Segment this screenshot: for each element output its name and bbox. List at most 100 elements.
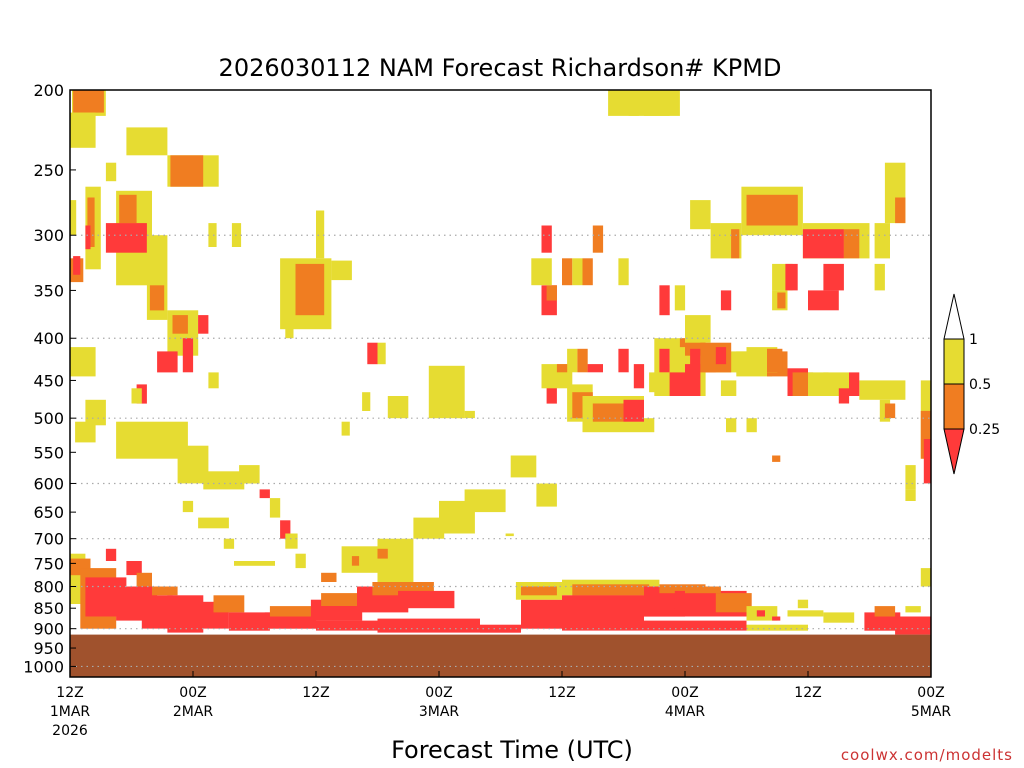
ri-cell-high: [269, 498, 281, 518]
ri-cell-low: [280, 520, 291, 539]
y-tick-label: 600: [33, 474, 64, 493]
ri-cell-mid: [874, 606, 896, 617]
gridlines: [70, 234, 931, 668]
ri-cell-high: [177, 445, 209, 484]
ri-cell-high: [70, 112, 96, 148]
x-tick-label: 2MAR: [173, 704, 214, 720]
colorbar-legend: 1 0.5 0.25: [943, 293, 1000, 475]
colorbar-bin-high: [943, 338, 965, 385]
ri-cell-high: [572, 258, 583, 286]
ri-cell-high: [541, 258, 552, 286]
ri-cell-low: [849, 372, 860, 396]
ri-cell-high: [105, 162, 117, 182]
ri-cell-high: [874, 223, 890, 259]
ri-cell-high: [131, 388, 142, 404]
ri-cell-mid: [556, 364, 568, 373]
ri-cell-high: [536, 483, 557, 507]
ri-cell-high: [362, 392, 371, 411]
y-tick-label: 350: [33, 281, 64, 300]
ri-cell-high: [413, 517, 445, 539]
ri-cell-high: [239, 465, 260, 484]
ri-cell-low: [316, 620, 378, 631]
x-tick-label: 2026: [52, 723, 88, 739]
ri-cell-mid: [685, 586, 721, 594]
ri-cell-high: [70, 200, 77, 236]
x-tick-label: 12Z: [548, 685, 575, 701]
y-tick-label: 450: [33, 371, 64, 390]
ri-cell-high: [198, 517, 229, 529]
ri-cell-low: [126, 561, 142, 576]
ri-cell-mid: [731, 229, 740, 259]
y-tick-label: 850: [33, 599, 64, 618]
ri-cell-high: [787, 610, 824, 617]
x-tick-label: 12Z: [56, 685, 83, 701]
ri-cell-low: [644, 620, 747, 631]
ri-cell-low: [864, 612, 901, 631]
ri-cell-high: [331, 260, 352, 281]
ri-cell-low: [182, 338, 194, 373]
ground-surface: [70, 634, 931, 677]
ri-cell-high: [70, 347, 96, 377]
ri-cell-mid: [152, 586, 178, 596]
ri-cell-high: [746, 418, 757, 433]
ri-cell-high: [920, 568, 932, 587]
colorbar-bin-low: [943, 428, 965, 475]
y-tick-label: 200: [33, 81, 64, 100]
ri-cell-mid: [377, 548, 388, 559]
ri-cell-mid: [269, 606, 322, 617]
y-tick-label: 500: [33, 409, 64, 428]
ri-cell-high: [316, 210, 325, 259]
ri-cell-high: [531, 258, 542, 286]
x-tick-label: 3MAR: [419, 704, 460, 720]
ri-cell-high: [116, 421, 188, 459]
ri-cell-mid: [792, 372, 814, 396]
ri-cell-mid: [884, 403, 896, 419]
ri-cell-mid: [321, 572, 337, 582]
ri-cell-mid: [746, 194, 798, 226]
x-tick-label: 12Z: [302, 685, 329, 701]
x-tick-label: 1MAR: [50, 704, 91, 720]
ri-cell-mid: [170, 155, 204, 187]
ri-cell-high: [75, 421, 96, 443]
ri-cell-low: [659, 285, 670, 316]
y-tick-label: 300: [33, 226, 64, 245]
ri-cell-mid: [582, 258, 593, 286]
ri-cell-low: [398, 590, 455, 609]
ri-cell-low: [521, 599, 562, 629]
y-tick-label: 800: [33, 577, 64, 596]
ri-cell-low: [562, 616, 644, 631]
x-tick-label: 00Z: [425, 685, 452, 701]
ri-cell-high: [223, 538, 235, 549]
ri-cell-low: [105, 548, 117, 561]
ri-cell-high: [203, 471, 245, 490]
ri-cell-high: [208, 223, 217, 247]
ri-cell-mid: [659, 584, 706, 594]
x-tick-label: 00Z: [179, 685, 206, 701]
ri-cell-high: [720, 380, 737, 396]
ri-cell-low: [802, 229, 844, 259]
y-tick-label: 950: [33, 639, 64, 658]
ri-cell-mid: [843, 229, 860, 259]
ri-cell-high: [387, 396, 409, 419]
x-tick-label: 00Z: [671, 685, 698, 701]
ri-cell-low: [715, 347, 727, 365]
ri-cell-low: [895, 616, 931, 635]
y-tick-label: 400: [33, 329, 64, 348]
ri-cell-mid: [521, 586, 557, 596]
ri-cell-high: [341, 546, 383, 573]
ri-cell-high: [464, 410, 475, 419]
ri-cell-high: [182, 500, 194, 513]
ri-cell-high: [874, 263, 885, 291]
ri-cell-low: [772, 616, 781, 621]
ri-cell-high: [746, 624, 808, 631]
ri-cell-high: [797, 599, 809, 609]
plot-frame: [69, 89, 932, 678]
y-tick-label: 550: [33, 443, 64, 462]
ri-cell-mid: [577, 348, 588, 373]
ri-cell-low: [546, 384, 557, 404]
ri-cell-high: [905, 489, 916, 501]
x-axis-ticks: 12Z 1MAR 2026 00Z 2MAR 12Z 00Z 3MAR 12Z 00Z 4MAR 12…: [50, 671, 951, 739]
ri-cell-mid: [172, 315, 188, 334]
ri-cell-low: [623, 399, 644, 422]
ri-cell-mid: [213, 595, 245, 613]
